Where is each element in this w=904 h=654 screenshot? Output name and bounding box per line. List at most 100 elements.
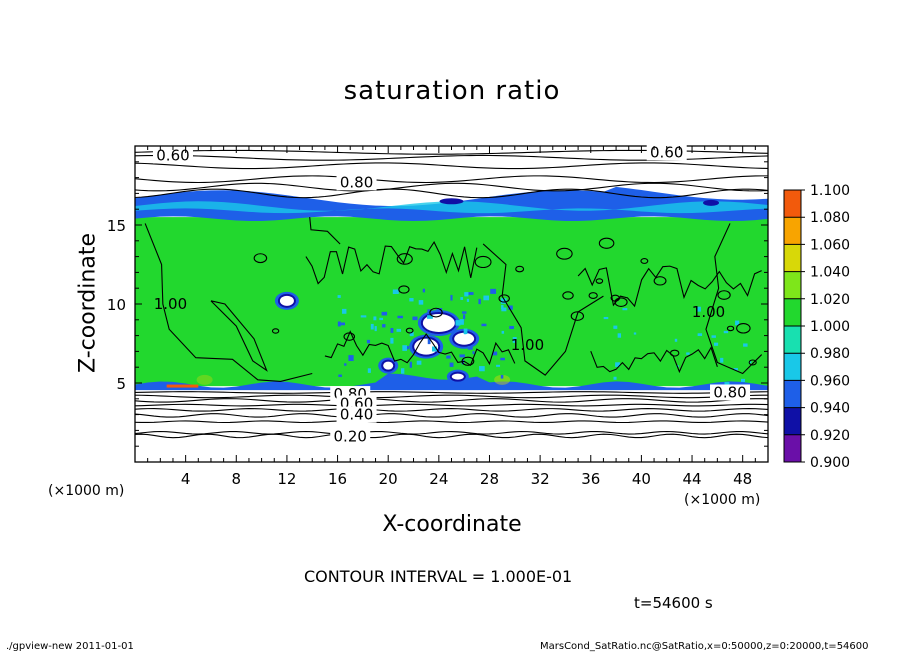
unsaturated-speck	[733, 367, 738, 371]
saturation-field	[135, 186, 768, 391]
y-tick-label: 15	[107, 217, 126, 235]
unsaturated-speck	[483, 295, 490, 301]
contour-line	[305, 241, 478, 285]
unsaturated-speck	[478, 298, 481, 305]
colorbar-label: 1.040	[810, 265, 850, 281]
contour-loop	[429, 307, 443, 318]
unsaturated-speck	[409, 331, 414, 337]
unsaturated-speck	[427, 315, 433, 319]
unsaturated-speck	[418, 300, 424, 305]
colorbar-swatch	[784, 380, 801, 408]
unsaturated-speck	[617, 333, 622, 338]
unsaturated-speck	[402, 345, 407, 351]
contour-loop	[562, 291, 574, 300]
contour-loop	[253, 253, 268, 264]
x-tick-label: 20	[379, 470, 398, 488]
contour-label: 1.00	[154, 295, 187, 313]
contour-loop	[640, 258, 649, 264]
contour-line	[135, 394, 768, 399]
contour-line	[135, 391, 768, 394]
unsaturated-speck	[501, 330, 505, 334]
contour-line	[210, 300, 268, 372]
unsaturated-speck	[467, 345, 473, 350]
x-tick-label: 24	[429, 470, 448, 488]
colorbar-swatch	[784, 326, 801, 354]
x-tick-label: 36	[581, 470, 600, 488]
cloud-layer-fill	[135, 217, 768, 387]
contour-line	[135, 188, 768, 199]
unsaturated-speck	[603, 316, 609, 320]
contour-line	[135, 430, 768, 435]
contour-line	[309, 217, 341, 245]
unsaturated-speck	[500, 298, 507, 304]
unsaturated-speck	[496, 364, 501, 367]
unsaturated-speck	[436, 308, 443, 312]
contour-line	[135, 408, 768, 412]
contour-loop	[556, 247, 573, 260]
cloud-top-minimum	[703, 199, 720, 206]
cloud-base-maximum	[494, 374, 511, 385]
contour-line	[135, 162, 768, 170]
unsaturated-speck	[735, 320, 740, 326]
contour-label: 0.20	[334, 428, 367, 446]
unsaturated-speck	[613, 325, 618, 329]
colorbar-label: 1.000	[810, 319, 850, 335]
unsaturated-speck	[412, 316, 418, 321]
unsaturated-speck	[409, 298, 414, 302]
contour-line	[135, 420, 768, 424]
unsaturated-speck	[337, 295, 341, 298]
contour-interval-label: CONTOUR INTERVAL = 1.000E-01	[304, 567, 573, 586]
unsaturated-speck	[366, 339, 371, 344]
unsaturated-speck	[459, 354, 465, 358]
unsaturated-speck	[740, 378, 746, 383]
contour-line	[135, 413, 768, 418]
contour-loop	[669, 349, 680, 357]
contour-line	[135, 175, 768, 184]
unsaturated-speck	[460, 297, 464, 300]
contour-loop	[515, 265, 525, 273]
contour-label: 0.40	[340, 406, 373, 424]
contour-line	[135, 398, 768, 403]
contour-loop	[474, 255, 492, 269]
x-axis-label: X-coordinate	[382, 512, 522, 537]
unsaturated-speck	[500, 357, 505, 361]
unsaturated-speck	[400, 368, 405, 374]
unsaturated-speck	[381, 311, 388, 316]
contour-loop	[614, 297, 628, 307]
contour-loop	[343, 332, 356, 341]
unsaturated-speck	[500, 374, 504, 379]
contour-line	[705, 223, 763, 375]
contour-loop	[405, 327, 414, 334]
unsaturated-speck	[720, 357, 724, 363]
contour-label-background	[710, 384, 751, 401]
contour-line	[577, 265, 762, 308]
footer-program-date: ./gpview-new 2011-01-01	[6, 641, 134, 652]
unsaturated-speck	[492, 351, 498, 356]
colorbar-label: 0.920	[810, 428, 850, 444]
unsaturated-speck	[501, 304, 504, 309]
colorbar-swatch	[784, 217, 801, 245]
cloud-top-band-inner	[135, 201, 768, 214]
unsaturated-speck	[508, 305, 513, 310]
unsaturated-speck	[464, 292, 469, 297]
unsaturated-patch	[383, 361, 394, 370]
unsaturated-speck	[697, 333, 703, 336]
unsaturated-speck	[686, 352, 690, 355]
unsaturated-speck	[512, 337, 517, 343]
unsaturated-speck	[370, 323, 374, 330]
unsaturated-speck	[711, 335, 716, 338]
unsaturated-speck	[382, 324, 386, 328]
colorbar-swatch	[784, 353, 801, 381]
unsaturated-patch	[279, 295, 294, 306]
unsaturated-speck	[615, 362, 620, 367]
contour-loop	[748, 359, 757, 366]
unsaturated-speck	[463, 328, 468, 335]
unsaturated-speck	[390, 337, 394, 344]
cloud-base-maximum	[196, 374, 213, 385]
contour-label: 0.80	[340, 173, 373, 191]
unsaturated-speck	[338, 374, 342, 377]
unsaturated-speck	[479, 366, 485, 372]
unsaturated-speck	[463, 314, 466, 320]
x-tick-label: 32	[531, 470, 550, 488]
